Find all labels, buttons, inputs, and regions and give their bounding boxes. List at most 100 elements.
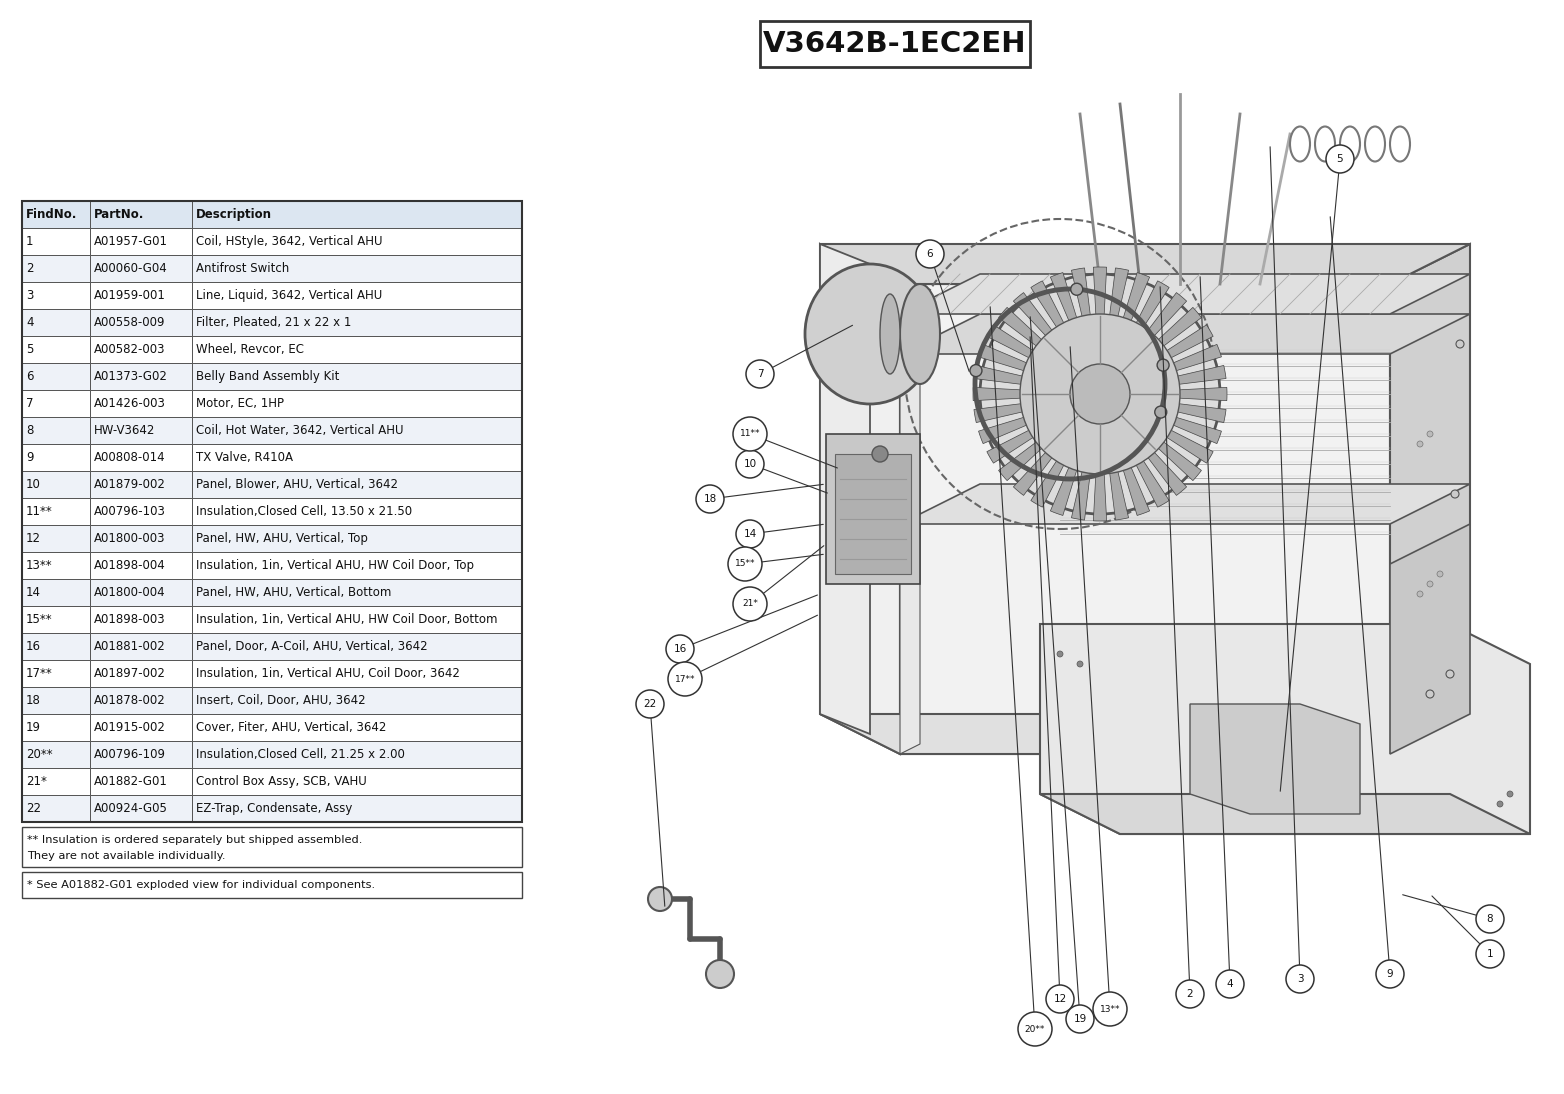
Polygon shape xyxy=(826,434,920,584)
Bar xyxy=(91,255,192,282)
Bar xyxy=(22,741,91,768)
Text: Coil, HStyle, 3642, Vertical AHU: Coil, HStyle, 3642, Vertical AHU xyxy=(196,235,383,248)
Text: A01878-002: A01878-002 xyxy=(94,694,166,707)
Bar xyxy=(192,201,522,228)
Text: 10: 10 xyxy=(27,478,41,491)
Text: 20**: 20** xyxy=(27,748,53,761)
Circle shape xyxy=(1456,340,1464,348)
Text: Insulation, 1in, Vertical AHU, HW Coil Door, Bottom: Insulation, 1in, Vertical AHU, HW Coil D… xyxy=(196,613,497,626)
Text: A01426-003: A01426-003 xyxy=(94,397,166,410)
Bar xyxy=(22,768,91,795)
Text: 14: 14 xyxy=(27,586,41,600)
Text: 7: 7 xyxy=(27,397,33,410)
Circle shape xyxy=(1057,651,1064,657)
Text: 2: 2 xyxy=(27,261,33,275)
Polygon shape xyxy=(1190,705,1361,814)
Wedge shape xyxy=(998,307,1099,394)
Circle shape xyxy=(737,450,763,478)
Bar xyxy=(22,827,522,868)
Text: 7: 7 xyxy=(757,369,763,379)
Circle shape xyxy=(1451,490,1459,498)
Circle shape xyxy=(637,690,665,718)
Text: 5: 5 xyxy=(27,344,33,356)
Wedge shape xyxy=(974,365,1099,394)
Wedge shape xyxy=(1099,394,1221,444)
Circle shape xyxy=(1508,791,1512,798)
Circle shape xyxy=(734,417,766,451)
Bar xyxy=(91,228,192,255)
Bar xyxy=(192,552,522,579)
Text: * See A01882-G01 exploded view for individual components.: * See A01882-G01 exploded view for indiv… xyxy=(27,880,375,891)
Text: Line, Liquid, 3642, Vertical AHU: Line, Liquid, 3642, Vertical AHU xyxy=(196,289,382,302)
Text: A01879-002: A01879-002 xyxy=(94,478,166,491)
Text: Description: Description xyxy=(196,208,272,221)
Bar xyxy=(91,687,192,714)
Polygon shape xyxy=(1390,524,1470,754)
Bar xyxy=(835,454,910,574)
Circle shape xyxy=(647,887,673,911)
Text: 21*: 21* xyxy=(27,775,47,788)
Circle shape xyxy=(696,485,724,513)
Text: Insulation,Closed Cell, 21.25 x 2.00: Insulation,Closed Cell, 21.25 x 2.00 xyxy=(196,748,405,761)
Bar xyxy=(91,363,192,389)
Wedge shape xyxy=(973,387,1099,400)
Wedge shape xyxy=(1099,345,1221,394)
Polygon shape xyxy=(820,714,1390,754)
Text: 3: 3 xyxy=(27,289,33,302)
Circle shape xyxy=(1497,801,1503,807)
Bar xyxy=(22,282,91,309)
Text: 22: 22 xyxy=(643,699,657,709)
Circle shape xyxy=(1070,364,1131,424)
Text: A01881-002: A01881-002 xyxy=(94,640,166,653)
Wedge shape xyxy=(1099,307,1201,394)
Text: 16: 16 xyxy=(27,640,41,653)
Wedge shape xyxy=(1013,394,1099,496)
Wedge shape xyxy=(1099,394,1129,520)
Bar xyxy=(91,768,192,795)
Bar xyxy=(192,363,522,389)
Circle shape xyxy=(1426,581,1433,587)
Circle shape xyxy=(1426,431,1433,437)
Wedge shape xyxy=(1093,394,1107,521)
Text: 21*: 21* xyxy=(741,600,759,608)
Text: 1: 1 xyxy=(27,235,33,248)
Wedge shape xyxy=(987,325,1099,394)
Circle shape xyxy=(873,446,888,462)
Bar xyxy=(22,552,91,579)
Text: A00796-109: A00796-109 xyxy=(94,748,166,761)
Text: A00796-103: A00796-103 xyxy=(94,505,166,517)
Circle shape xyxy=(1071,283,1082,295)
Text: A00582-003: A00582-003 xyxy=(94,344,166,356)
Bar xyxy=(192,389,522,417)
Text: A01882-G01: A01882-G01 xyxy=(94,775,167,788)
Circle shape xyxy=(981,274,1220,514)
Wedge shape xyxy=(1099,325,1214,394)
Text: 4: 4 xyxy=(27,316,33,329)
Wedge shape xyxy=(1099,394,1170,508)
Wedge shape xyxy=(1099,394,1187,496)
Circle shape xyxy=(1157,359,1170,371)
Bar xyxy=(192,498,522,525)
Bar xyxy=(22,687,91,714)
Text: 18: 18 xyxy=(704,494,716,504)
Text: EZ-Trap, Condensate, Assy: EZ-Trap, Condensate, Assy xyxy=(196,802,352,815)
Ellipse shape xyxy=(899,284,940,384)
Bar xyxy=(192,417,522,444)
Polygon shape xyxy=(820,244,899,754)
Text: A01800-004: A01800-004 xyxy=(94,586,166,600)
Bar xyxy=(91,282,192,309)
Wedge shape xyxy=(979,345,1099,394)
Text: HW-V3642: HW-V3642 xyxy=(94,424,155,437)
Text: A00924-G05: A00924-G05 xyxy=(94,802,167,815)
Wedge shape xyxy=(979,394,1099,444)
Circle shape xyxy=(917,240,945,268)
Text: 8: 8 xyxy=(27,424,33,437)
Bar xyxy=(91,660,192,687)
Text: A01898-004: A01898-004 xyxy=(94,559,166,572)
Wedge shape xyxy=(1051,272,1099,394)
Bar xyxy=(192,795,522,822)
Text: A00808-014: A00808-014 xyxy=(94,451,166,464)
Text: Panel, Blower, AHU, Vertical, 3642: Panel, Blower, AHU, Vertical, 3642 xyxy=(196,478,397,491)
Bar xyxy=(91,606,192,633)
Text: A01959-001: A01959-001 xyxy=(94,289,166,302)
